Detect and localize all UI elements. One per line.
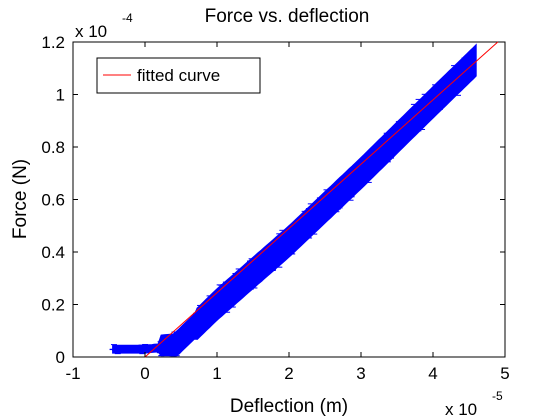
x-tick-label: 4 [428, 364, 437, 383]
y-axis-label: Force (N) [10, 159, 31, 239]
x-axis-label: Deflection (m) [230, 396, 348, 417]
y-multiplier-exponent: -4 [122, 11, 133, 25]
x-tick-label: 2 [284, 364, 293, 383]
y-tick-label: 0.2 [41, 296, 65, 315]
y-tick-label: 1.2 [41, 33, 65, 52]
x-multiplier: x 10 -5 [445, 389, 503, 419]
fitted-curve-layer [144, 41, 499, 358]
y-tick-label: 0 [56, 348, 65, 367]
data-band [109, 43, 477, 357]
legend: fitted curve [96, 57, 261, 94]
x-tick-label: 3 [356, 364, 365, 383]
x-tick-label: 1 [212, 364, 221, 383]
x-multiplier-base: x 10 [445, 400, 477, 419]
y-tick-label: 1 [56, 86, 65, 105]
y-multiplier: x 10 -4 [75, 11, 133, 41]
x-multiplier-exponent: -5 [492, 389, 503, 403]
fitted-curve-line [144, 41, 499, 358]
x-axis-ticks: -1 0 1 2 3 4 5 [65, 42, 510, 383]
x-tick-label: 0 [140, 364, 149, 383]
y-tick-label: 0.6 [41, 191, 65, 210]
x-tick-label: -1 [65, 364, 80, 383]
y-axis-ticks: 0 0.2 0.4 0.6 0.8 1 1.2 [41, 33, 505, 367]
y-multiplier-base: x 10 [75, 22, 107, 41]
y-tick-label: 0.8 [41, 138, 65, 157]
chart-title: Force vs. deflection [205, 6, 370, 27]
y-tick-label: 0.4 [41, 243, 65, 262]
x-tick-label: 5 [500, 364, 509, 383]
legend-label-fitted-curve: fitted curve [137, 66, 220, 85]
